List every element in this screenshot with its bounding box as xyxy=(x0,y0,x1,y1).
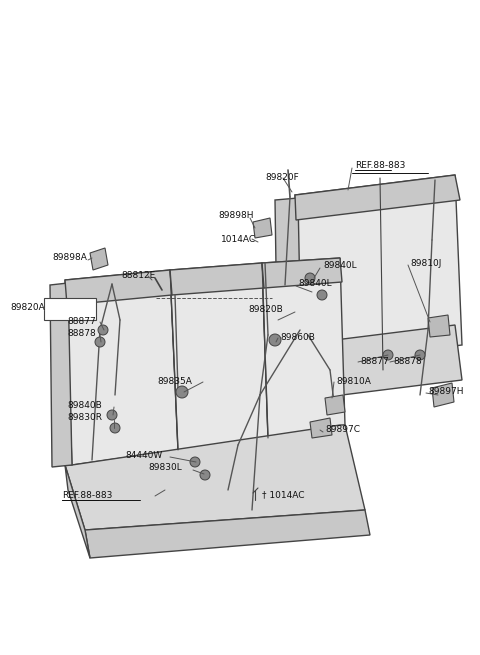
Text: 89840L: 89840L xyxy=(323,261,357,269)
Text: 89830L: 89830L xyxy=(148,464,182,472)
Polygon shape xyxy=(90,248,108,270)
Text: 89840B: 89840B xyxy=(67,400,102,409)
Polygon shape xyxy=(65,270,172,305)
Polygon shape xyxy=(310,418,332,438)
Text: 89898H: 89898H xyxy=(218,210,253,219)
Text: 89897C: 89897C xyxy=(325,426,360,434)
Circle shape xyxy=(305,273,315,283)
Polygon shape xyxy=(85,510,370,558)
Circle shape xyxy=(383,350,393,360)
Polygon shape xyxy=(295,175,460,220)
Polygon shape xyxy=(295,175,462,365)
Circle shape xyxy=(317,290,327,300)
Text: 89830R: 89830R xyxy=(67,413,102,422)
Circle shape xyxy=(200,470,210,480)
Circle shape xyxy=(98,325,108,335)
Polygon shape xyxy=(295,325,462,400)
Polygon shape xyxy=(170,263,268,450)
Text: 89840L: 89840L xyxy=(298,278,332,288)
Bar xyxy=(44,298,96,320)
Circle shape xyxy=(95,337,105,347)
Polygon shape xyxy=(262,258,345,438)
Text: 89898A: 89898A xyxy=(52,253,87,263)
Circle shape xyxy=(269,334,281,346)
Polygon shape xyxy=(432,383,454,407)
Circle shape xyxy=(190,457,200,467)
Circle shape xyxy=(107,410,117,420)
Polygon shape xyxy=(325,395,345,415)
Text: 89820A: 89820A xyxy=(10,303,45,312)
Text: 1014AC: 1014AC xyxy=(221,234,256,244)
Text: 88812E: 88812E xyxy=(121,271,155,280)
Polygon shape xyxy=(65,270,178,465)
Text: 88877: 88877 xyxy=(67,316,96,326)
Text: 89897H: 89897H xyxy=(428,388,464,396)
Polygon shape xyxy=(262,258,342,288)
Circle shape xyxy=(110,423,120,433)
Circle shape xyxy=(415,350,425,360)
Text: REF.88-883: REF.88-883 xyxy=(355,160,406,170)
Text: † 1014AC: † 1014AC xyxy=(262,491,304,500)
Text: 88877: 88877 xyxy=(360,356,389,365)
Polygon shape xyxy=(65,425,365,530)
Circle shape xyxy=(176,386,188,398)
Text: 88878: 88878 xyxy=(67,329,96,339)
Polygon shape xyxy=(170,263,264,295)
Text: 84440W: 84440W xyxy=(125,451,162,460)
Text: 88878: 88878 xyxy=(393,356,422,365)
Text: 89860B: 89860B xyxy=(280,333,315,341)
Polygon shape xyxy=(50,283,72,467)
Polygon shape xyxy=(428,315,450,337)
Polygon shape xyxy=(275,198,302,402)
Text: 89810J: 89810J xyxy=(410,259,442,267)
Text: 89810A: 89810A xyxy=(336,377,371,386)
Polygon shape xyxy=(253,218,272,238)
Text: REF.88-883: REF.88-883 xyxy=(62,491,112,500)
Polygon shape xyxy=(65,465,90,558)
Text: 89820F: 89820F xyxy=(265,174,299,183)
Text: 89835A: 89835A xyxy=(157,377,192,386)
Text: 89820B: 89820B xyxy=(248,305,283,314)
